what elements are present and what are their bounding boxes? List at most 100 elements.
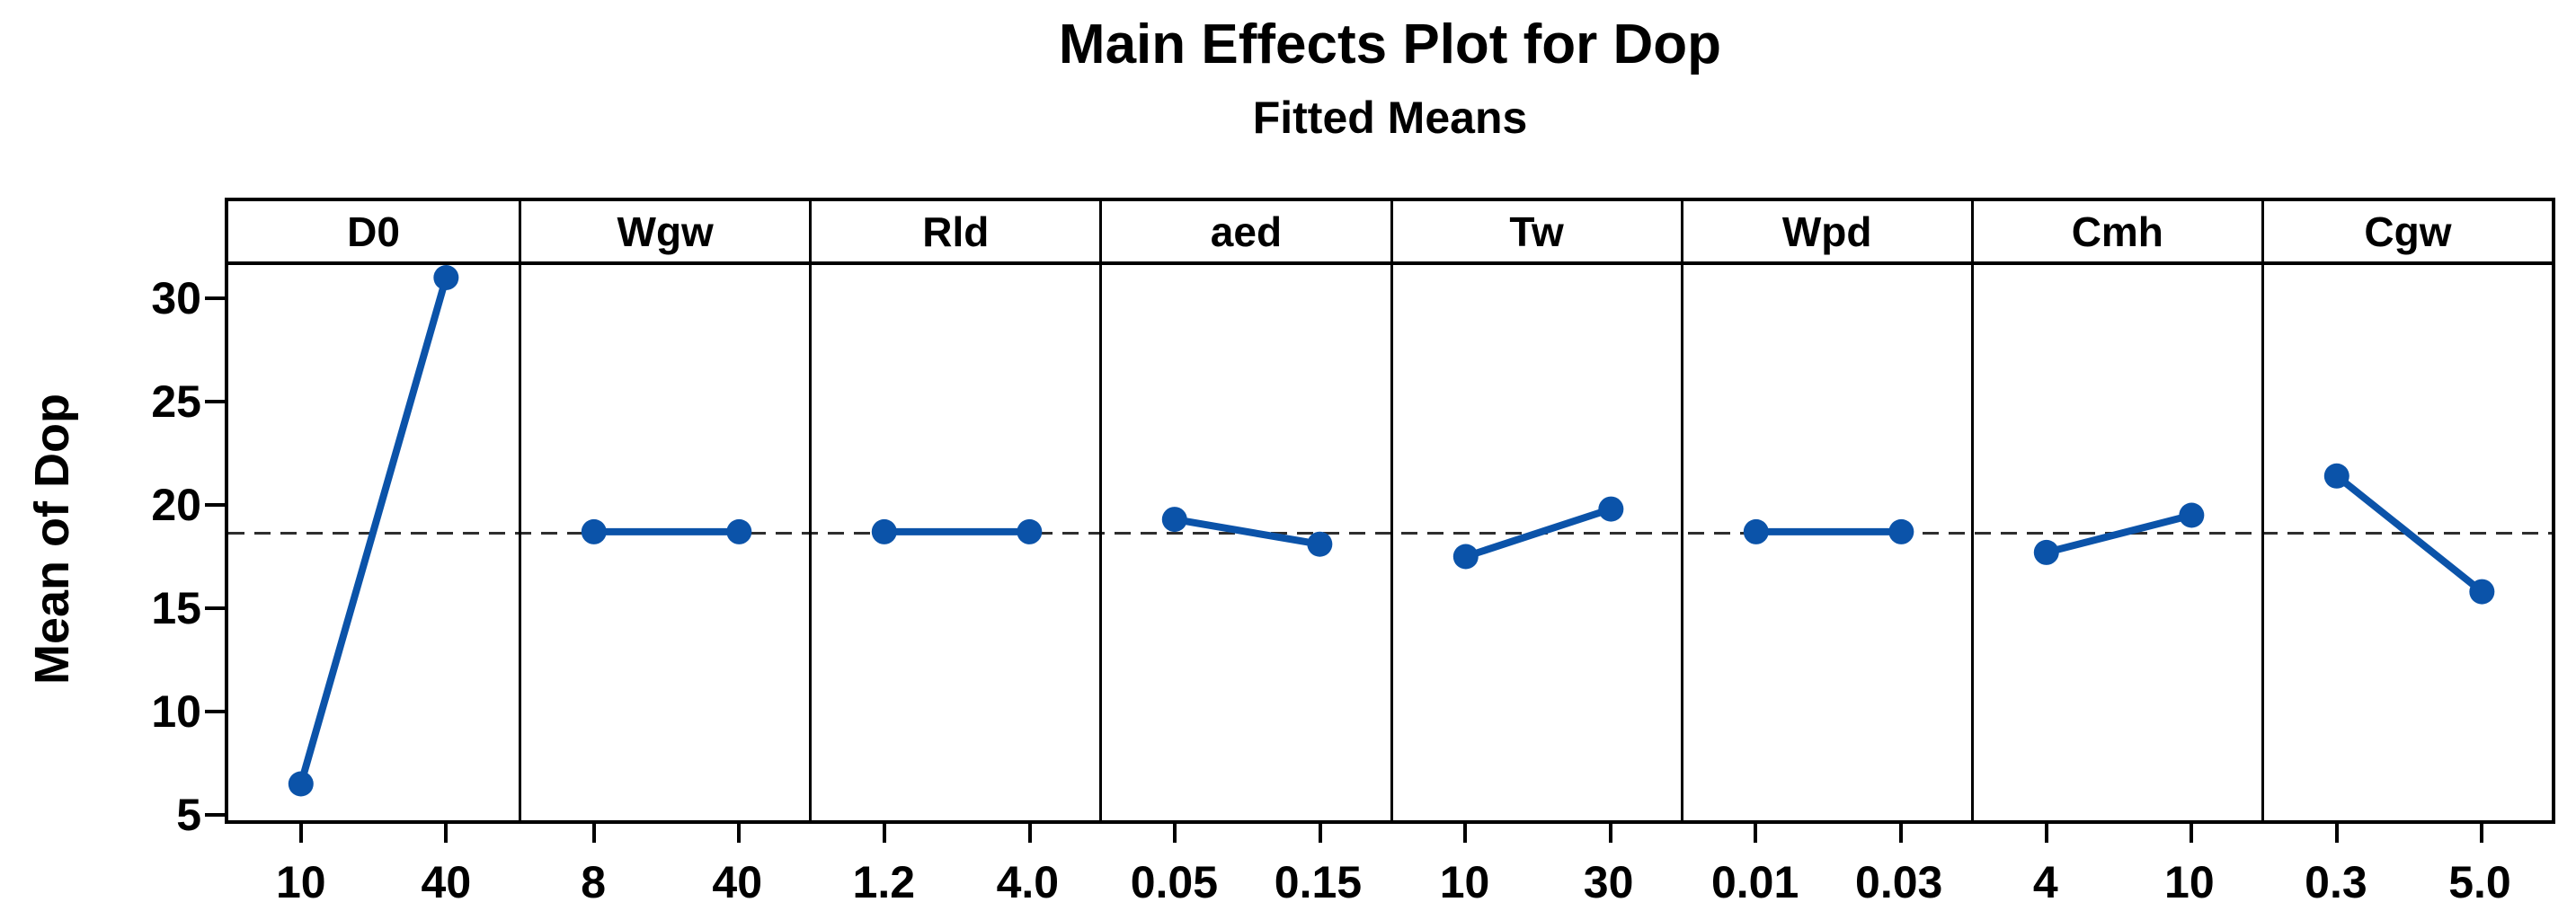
mean-point: [1743, 518, 1769, 544]
y-tick-label: 10: [151, 686, 201, 737]
x-tick-label-high: 0.03: [1855, 857, 1943, 907]
main-effects-series: [2323, 463, 2495, 605]
y-tick-label: 20: [151, 480, 201, 530]
mean-point: [1888, 518, 1914, 544]
x-tick-label-low: 10: [1439, 857, 1490, 907]
y-axis-label: Mean of Dop: [25, 394, 79, 685]
x-axis-tick: [1173, 820, 1177, 843]
panel-factor-label: aed: [1210, 208, 1283, 255]
x-tick-label-high: 40: [421, 857, 472, 907]
main-effects-series: [581, 518, 752, 544]
x-axis-tick: [444, 820, 449, 843]
mean-point: [1162, 507, 1188, 533]
mean-point: [2179, 502, 2205, 528]
x-axis-tick: [2190, 820, 2194, 843]
x-tick-label-low: 10: [275, 857, 326, 907]
factor-panel: Cmh 4 10: [1970, 201, 2261, 905]
panel-factor-label: Tw: [1509, 208, 1564, 255]
x-axis-tick: [1318, 820, 1322, 843]
mean-point: [2033, 539, 2059, 565]
mean-point: [433, 265, 459, 290]
y-axis-tick: [205, 606, 225, 610]
main-effects-series: [1452, 496, 1623, 570]
mean-point: [726, 518, 752, 544]
factor-panel-header: aed: [1102, 201, 1390, 261]
x-tick-label-high: 5.0: [2448, 857, 2511, 907]
chart-subtitle: Fitted Means: [1252, 93, 1528, 143]
chart-title: Main Effects Plot for Dop: [1058, 13, 1722, 75]
x-axis-tick: [1463, 820, 1468, 843]
mean-point: [581, 518, 607, 544]
x-axis-tick: [1898, 820, 1903, 843]
factor-panel: Wgw 8 40: [519, 201, 809, 905]
mean-point: [1307, 531, 1333, 557]
mean-point: [1017, 518, 1043, 544]
x-tick-label-low: 8: [581, 857, 607, 907]
plot-area: D0 10 40 Wgw 8 40 Rld 1.2 4.0 aed 0.05 0…: [205, 198, 2555, 906]
x-axis-tick: [2480, 820, 2484, 843]
panel-factor-label: D0: [347, 208, 400, 255]
y-axis-tick: [205, 710, 225, 713]
y-tick-label: 25: [151, 376, 201, 427]
factor-panel: Cgw 0.3 5.0: [2261, 201, 2552, 905]
factor-panel-header: D0: [228, 201, 519, 261]
panel-factor-label: Wgw: [617, 208, 714, 255]
mean-point: [2469, 579, 2495, 605]
x-axis-tick: [1754, 820, 1758, 843]
factor-panel: Tw 10 30: [1390, 201, 1681, 905]
factor-panel-header: Cmh: [1974, 201, 2261, 261]
factor-panel-header: Wgw: [521, 201, 809, 261]
effect-line: [2045, 511, 2193, 556]
main-effects-series: [1743, 518, 1914, 544]
x-axis-tick: [2334, 820, 2339, 843]
mean-point: [2323, 463, 2349, 489]
x-tick-label-high: 30: [1583, 857, 1634, 907]
x-axis-tick: [591, 820, 596, 843]
factor-panel: D0 10 40: [228, 201, 519, 906]
effect-line: [1464, 505, 1612, 561]
x-axis-tick: [298, 820, 303, 843]
mean-point: [1452, 544, 1479, 570]
main-effects-series: [2033, 502, 2205, 565]
y-tick-label: 30: [151, 273, 201, 323]
y-axis-tick: [205, 813, 225, 817]
x-tick-label-low: 1.2: [852, 857, 916, 907]
panel-factor-label: Wpd: [1781, 208, 1872, 255]
panel-factor-label: Cgw: [2364, 208, 2452, 255]
y-axis-tick: [205, 503, 225, 507]
panel-factor-label: Cmh: [2071, 208, 2163, 255]
factor-panel: aed 0.05 0.15: [1099, 201, 1390, 905]
factor-panel-header: Tw: [1393, 201, 1681, 261]
x-tick-label-low: 4: [2032, 857, 2058, 907]
x-axis-tick: [1608, 820, 1612, 843]
main-effects-series: [872, 518, 1043, 544]
x-tick-label-high: 0.15: [1274, 857, 1363, 907]
factor-panel: Rld 1.2 4.0: [809, 201, 1099, 905]
y-axis-tick: [205, 400, 225, 403]
mean-point: [288, 771, 314, 797]
factor-panel-header: Rld: [812, 201, 1099, 261]
x-axis-tick: [2044, 820, 2048, 843]
x-tick-label-low: 0.3: [2305, 857, 2367, 907]
x-tick-label-low: 0.05: [1130, 857, 1219, 907]
y-tick-label: 15: [151, 583, 201, 633]
panel-factor-label: Rld: [922, 208, 990, 255]
mean-point: [872, 518, 898, 544]
x-tick-label-high: 10: [2164, 857, 2215, 907]
x-axis-tick: [1027, 820, 1032, 843]
x-tick-label-high: 40: [712, 857, 763, 907]
mean-point: [1597, 496, 1623, 522]
factor-panel-header: Wpd: [1683, 201, 1971, 261]
x-tick-label-high: 4.0: [996, 857, 1060, 907]
y-tick-label: 5: [176, 790, 201, 840]
main-effects-series: [288, 265, 459, 797]
effect-line: [1174, 516, 1321, 548]
x-tick-label-low: 0.01: [1710, 857, 1799, 907]
factor-panel: Wpd 0.01 0.03: [1680, 201, 1971, 905]
factor-panel-header: Cgw: [2264, 201, 2552, 261]
effect-line: [2334, 473, 2484, 595]
x-axis-tick: [883, 820, 887, 843]
effect-line: [297, 276, 450, 785]
main-effects-series: [1162, 507, 1333, 557]
